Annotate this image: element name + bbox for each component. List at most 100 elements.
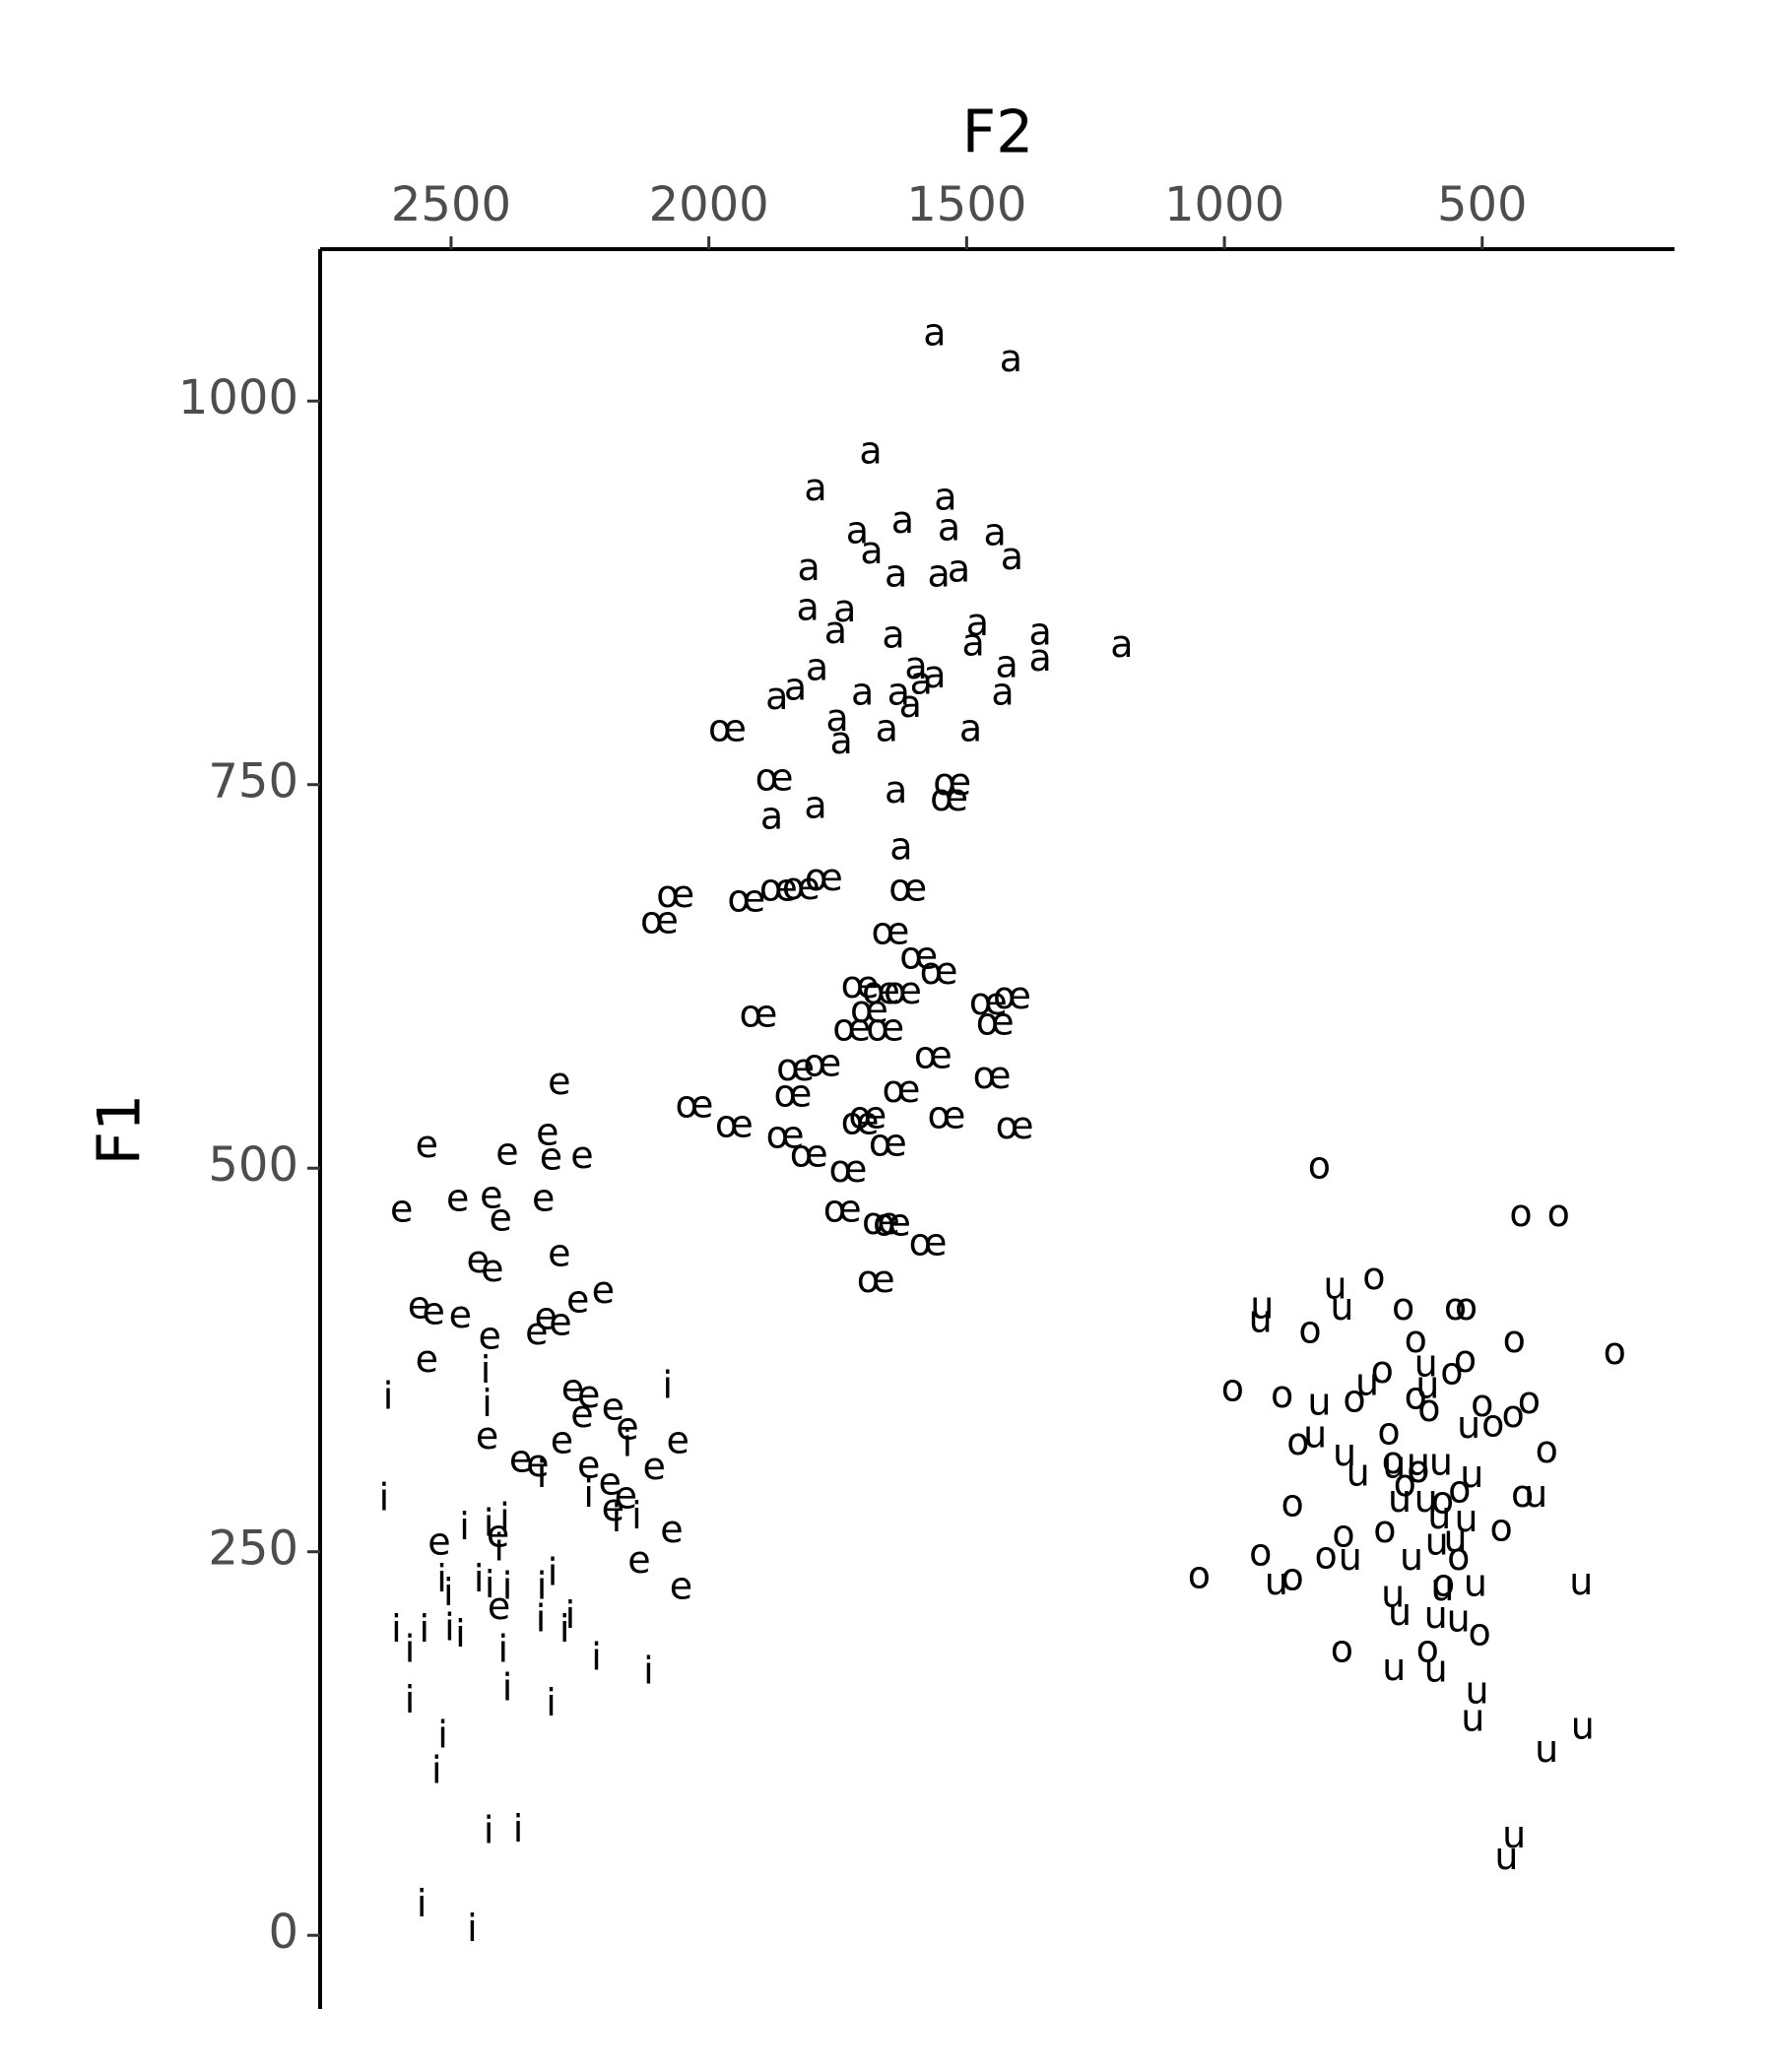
point-label: u bbox=[1461, 1697, 1484, 1740]
point-label: e bbox=[536, 1110, 558, 1153]
point-label: o bbox=[1536, 1428, 1558, 1471]
point-label: o bbox=[1511, 1472, 1534, 1516]
point-label: œ bbox=[790, 1132, 828, 1175]
point-label: i bbox=[493, 1526, 504, 1570]
point-label: u bbox=[1502, 1813, 1526, 1856]
point-label: i bbox=[443, 1571, 454, 1614]
point-label: i bbox=[499, 1496, 510, 1539]
point-label: œ bbox=[803, 1041, 841, 1084]
point-label: o bbox=[1444, 1285, 1467, 1328]
point-label: u bbox=[1355, 1360, 1379, 1403]
point-label: u bbox=[1460, 1453, 1483, 1496]
point-label: e bbox=[509, 1437, 532, 1480]
point-label: i bbox=[391, 1607, 402, 1651]
point-label: e bbox=[535, 1294, 558, 1337]
point-label: i bbox=[536, 1596, 547, 1640]
point-label: u bbox=[1465, 1669, 1488, 1713]
point-label: a bbox=[833, 587, 856, 630]
point-label: i bbox=[548, 1551, 558, 1594]
point-label: u bbox=[1415, 1364, 1439, 1407]
point-label: œ bbox=[832, 1006, 871, 1050]
point-label: œ bbox=[708, 707, 747, 750]
point-label: a bbox=[804, 784, 826, 827]
point-label: i bbox=[559, 1607, 570, 1651]
point-label: e bbox=[476, 1414, 498, 1457]
point-label: a bbox=[1029, 611, 1052, 654]
point-label: i bbox=[565, 1593, 576, 1637]
x-tick-label: 2000 bbox=[649, 177, 769, 232]
point-label: i bbox=[383, 1374, 394, 1417]
point-label: i bbox=[431, 1749, 442, 1792]
point-label: e bbox=[660, 1508, 683, 1551]
point-label: u bbox=[1414, 1342, 1438, 1386]
point-label: e bbox=[616, 1405, 638, 1449]
point-label: e bbox=[548, 1232, 570, 1275]
point-label: œ bbox=[909, 1221, 948, 1264]
point-label: o bbox=[1271, 1373, 1293, 1416]
point-label: a bbox=[962, 620, 985, 664]
point-label: œ bbox=[884, 969, 922, 1012]
point-label: o bbox=[1440, 1349, 1463, 1392]
point-label: a bbox=[859, 429, 882, 473]
point-label: a bbox=[806, 645, 828, 688]
point-label: u bbox=[1388, 1477, 1412, 1521]
point-label: a bbox=[765, 675, 788, 718]
point-label: a bbox=[934, 475, 956, 518]
point-label: e bbox=[479, 1315, 501, 1358]
point-label: i bbox=[459, 1505, 470, 1548]
point-label: e bbox=[615, 1474, 637, 1518]
point-label: a bbox=[983, 510, 1006, 553]
point-label: i bbox=[484, 1502, 494, 1545]
point-label: a bbox=[889, 825, 912, 869]
point-label: u bbox=[1535, 1727, 1558, 1771]
point-label: o bbox=[1604, 1329, 1626, 1373]
point-label: e bbox=[526, 1442, 549, 1485]
point-label: œ bbox=[993, 974, 1031, 1017]
point-label: o bbox=[1448, 1467, 1471, 1511]
point-label: e bbox=[592, 1268, 615, 1312]
point-label: œ bbox=[873, 1200, 911, 1244]
point-label: o bbox=[1455, 1285, 1478, 1328]
point-label: o bbox=[1417, 1387, 1440, 1430]
point-label: a bbox=[860, 529, 883, 572]
point-label: u bbox=[1265, 1560, 1288, 1603]
point-label: a bbox=[824, 609, 847, 652]
point-label: o bbox=[1286, 1420, 1309, 1463]
point-label: a bbox=[991, 670, 1014, 713]
point-label: e bbox=[416, 1123, 438, 1166]
point-label: u bbox=[1249, 1298, 1273, 1341]
point-label: œ bbox=[899, 934, 938, 977]
point-label: o bbox=[1405, 1318, 1427, 1361]
x-tick-label: 1500 bbox=[906, 177, 1026, 232]
point-label: i bbox=[502, 1565, 513, 1608]
x-tick-label: 2500 bbox=[391, 177, 511, 232]
point-label: a bbox=[885, 551, 907, 595]
point-label: o bbox=[1502, 1392, 1525, 1436]
point-label: i bbox=[481, 1348, 492, 1392]
point-label: œ bbox=[759, 867, 798, 910]
point-label: œ bbox=[857, 1258, 895, 1301]
point-label: i bbox=[437, 1714, 448, 1757]
point-label: e bbox=[488, 1585, 510, 1628]
point-label: i bbox=[612, 1497, 623, 1540]
point-label: u bbox=[1346, 1451, 1370, 1494]
point-label: œ bbox=[976, 1000, 1015, 1043]
point-label: i bbox=[405, 1678, 416, 1721]
point-label: a bbox=[851, 670, 874, 713]
point-label: u bbox=[1414, 1477, 1438, 1521]
point-label: u bbox=[1425, 1520, 1449, 1563]
point-label: u bbox=[1400, 1535, 1423, 1579]
point-label: a bbox=[923, 311, 946, 355]
point-label: e bbox=[466, 1238, 489, 1281]
point-label: e bbox=[540, 1134, 562, 1178]
y-tick-label: 0 bbox=[268, 1905, 298, 1960]
point-label: a bbox=[948, 548, 970, 591]
y-axis-title: F1 bbox=[86, 1094, 155, 1166]
point-label: u bbox=[1307, 1381, 1331, 1424]
point-label: o bbox=[1407, 1448, 1429, 1491]
point-label: i bbox=[444, 1606, 455, 1650]
point-label: u bbox=[1571, 1704, 1595, 1747]
point-label: a bbox=[784, 666, 807, 709]
point-label: o bbox=[1373, 1508, 1396, 1551]
